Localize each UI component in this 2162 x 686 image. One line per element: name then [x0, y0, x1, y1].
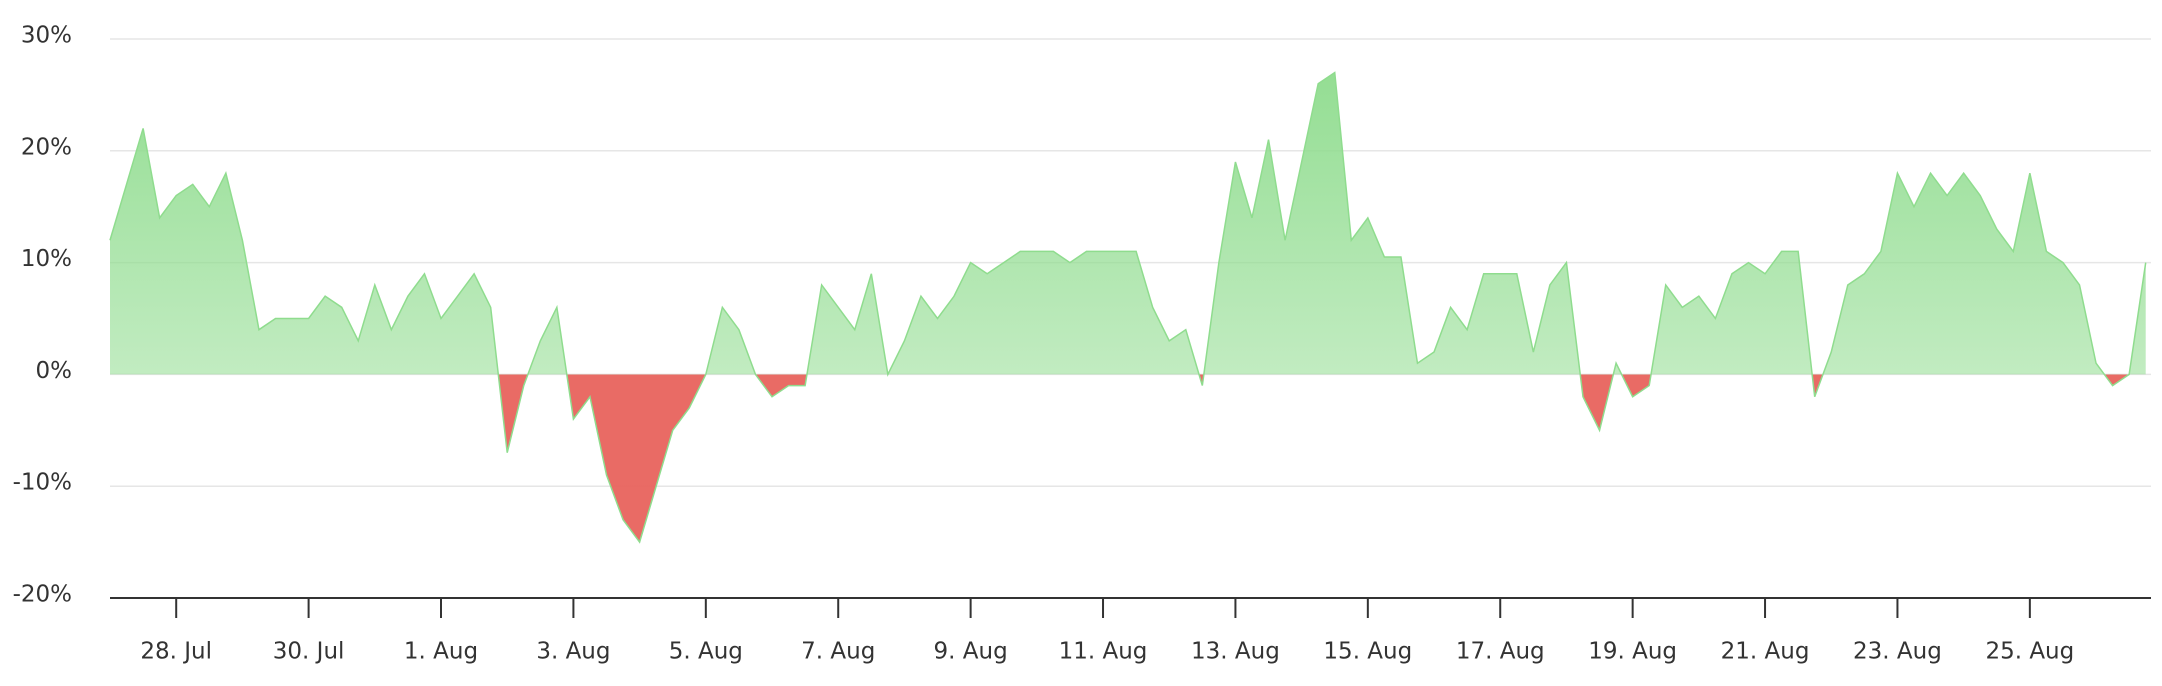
x-tick-label: 19. Aug: [1588, 639, 1677, 665]
x-tick-label: 1. Aug: [404, 639, 478, 665]
y-tick-label: 20%: [21, 134, 72, 160]
x-tick-label: 5. Aug: [669, 639, 743, 665]
x-tick-label: 28. Jul: [140, 639, 212, 665]
y-tick-label: -20%: [13, 582, 72, 608]
y-tick-label: 0%: [36, 358, 73, 384]
area: [110, 72, 2146, 543]
x-tick-label: 21. Aug: [1721, 639, 1810, 665]
x-tick-label: 30. Jul: [273, 639, 345, 665]
y-tick-label: 10%: [21, 246, 72, 272]
x-tick-label: 3. Aug: [536, 639, 610, 665]
line: [109, 71, 2147, 544]
x-tick-label: 13. Aug: [1191, 639, 1280, 665]
y-tick-label: 30%: [21, 23, 72, 49]
x-tick-label: 25. Aug: [1985, 639, 2074, 665]
x-tick-label: 7. Aug: [801, 639, 875, 665]
x-tick-label: 15. Aug: [1323, 639, 1412, 665]
x-tick-label: 9. Aug: [934, 639, 1008, 665]
x-tick-label: 23. Aug: [1853, 639, 1942, 665]
x-tick-label: 17. Aug: [1456, 639, 1545, 665]
x-tick-label: 11. Aug: [1059, 639, 1148, 665]
y-tick-label: -10%: [13, 470, 72, 496]
